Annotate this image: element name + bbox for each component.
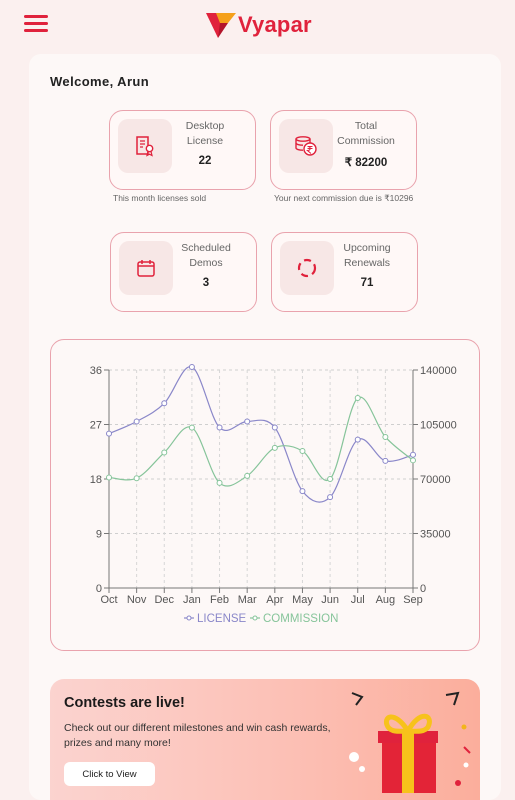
commission-data-point: [410, 457, 416, 464]
x-axis-tick-label: Oct: [100, 594, 117, 606]
license-data-point: [299, 488, 306, 495]
logo-mark-icon: [206, 13, 236, 38]
right-axis-tick-label: 35000: [420, 529, 451, 541]
license-data-point: [410, 451, 416, 458]
commission-data-point: [354, 395, 361, 402]
x-axis-tick-label: Mar: [238, 594, 257, 606]
rupee-coins-icon: [295, 136, 317, 156]
card-label: Desktop License: [185, 120, 225, 147]
x-axis-tick-label: Sep: [403, 594, 423, 606]
renewal-icon: [297, 258, 317, 278]
top-bar: Vyapar: [0, 0, 515, 52]
card-icon-box: [279, 119, 333, 173]
license-data-point: [161, 400, 168, 407]
card-label: Upcoming Renewals: [343, 242, 391, 269]
right-axis-tick-label: 140000: [420, 365, 457, 377]
commission-data-point: [244, 472, 251, 479]
desktop-license-card[interactable]: Desktop License 22: [109, 110, 256, 190]
license-legend-dot: [186, 615, 192, 621]
left-axis-tick-label: 36: [90, 365, 102, 377]
banner-text: Check out our different milestones and w…: [64, 722, 331, 749]
license-data-point: [271, 424, 278, 431]
license-data-point: [244, 418, 251, 425]
x-axis-tick-label: Jul: [351, 594, 365, 606]
right-axis-tick-label: 0: [420, 583, 426, 595]
x-axis-tick-label: Apr: [266, 594, 283, 606]
right-axis-tick-label: 105000: [420, 420, 457, 432]
left-axis-tick-label: 0: [96, 583, 102, 595]
commission-data-point: [299, 447, 306, 454]
hamburger-menu-icon[interactable]: [24, 15, 48, 33]
commission-data-point: [161, 449, 168, 456]
left-axis-tick-label: 9: [96, 529, 102, 541]
commission-data-point: [382, 433, 389, 440]
commission-legend-dot: [252, 615, 258, 621]
license-commission-chart-card: 0 9 18 27 36 0 35000 70000 105000 140000 Oct Nov Dec…: [50, 339, 480, 651]
card-value: 22: [198, 155, 212, 167]
commission-data-point: [188, 424, 195, 431]
upcoming-renewals-card[interactable]: Upcoming Renewals 71: [271, 232, 418, 312]
x-axis-tick-label: Nov: [127, 594, 147, 606]
x-axis-tick-label: Aug: [376, 594, 396, 606]
commission-data-point: [271, 444, 278, 451]
card-icon-box: [118, 119, 172, 173]
banner-title: Contests are live!: [64, 695, 185, 711]
card-value: 71: [360, 277, 374, 289]
commission-data-point: [216, 479, 223, 486]
left-axis-tick-label: 18: [90, 474, 102, 486]
license-legend-label: LICENSE: [197, 613, 247, 625]
license-data-point: [354, 436, 361, 443]
licenses-sold-subtitle: This month licenses sold: [113, 193, 207, 203]
calendar-icon: [137, 260, 155, 277]
x-axis-tick-label: Jun: [321, 594, 339, 606]
commission-data-point: [106, 474, 112, 481]
license-commission-chart: 0 9 18 27 36 0 35000 70000 105000 140000 Oct Nov Dec…: [90, 363, 457, 625]
x-axis-tick-label: Jan: [183, 594, 201, 606]
license-data-point: [188, 363, 195, 370]
x-axis-tick-label: Dec: [154, 594, 174, 606]
gift-box-icon: [349, 691, 471, 793]
x-axis-tick-label: May: [292, 594, 313, 606]
logo-text: Vyapar: [238, 12, 312, 37]
total-commission-card[interactable]: Total Commission ₹ 82200: [270, 110, 417, 190]
contest-banner: Contests are live! Check out our differe…: [50, 679, 480, 800]
commission-due-subtitle: Your next commission due is ₹10296: [274, 193, 414, 203]
license-data-point: [327, 494, 334, 501]
license-data-point: [216, 424, 223, 431]
card-icon-box: [280, 241, 334, 295]
vyapar-logo: Vyapar: [206, 10, 312, 40]
certificate-icon: [136, 136, 154, 157]
license-data-point: [106, 430, 112, 437]
welcome-text: Welcome, Arun: [50, 74, 150, 89]
license-data-point: [133, 418, 140, 425]
right-axis-tick-label: 70000: [420, 474, 451, 486]
license-series-line: [108, 366, 414, 503]
license-data-point: [382, 457, 389, 464]
card-icon-box: [119, 241, 173, 295]
x-axis-tick-label: Feb: [210, 594, 229, 606]
card-label: Total Commission: [337, 120, 395, 147]
commission-legend-label: COMMISSION: [263, 613, 338, 625]
card-value: 3: [202, 277, 210, 289]
scheduled-demos-card[interactable]: Scheduled Demos 3: [110, 232, 257, 312]
card-label: Scheduled Demos: [181, 242, 231, 269]
left-axis-tick-label: 27: [90, 420, 102, 432]
commission-data-point: [133, 475, 140, 482]
card-value: ₹ 82200: [344, 157, 388, 169]
click-to-view-button[interactable]: Click to View: [64, 762, 155, 786]
commission-data-point: [327, 476, 334, 482]
